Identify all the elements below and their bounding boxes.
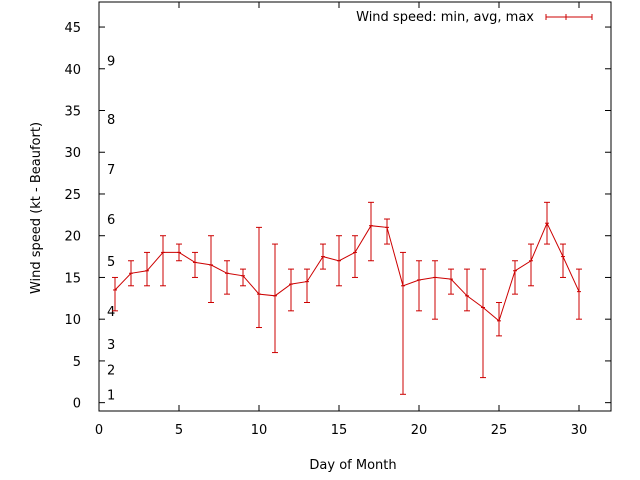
x-tick-label: 5 [175, 423, 183, 438]
beaufort-label: 7 [107, 163, 115, 178]
y-tick-label: 45 [64, 21, 81, 36]
x-tick-label: 30 [571, 423, 588, 438]
y-tick-label: 5 [73, 355, 81, 370]
beaufort-label: 2 [107, 363, 115, 378]
y-axis-title: Wind speed (kt - Beaufort) [29, 122, 44, 294]
beaufort-label: 1 [107, 388, 115, 403]
x-tick-label: 15 [331, 423, 348, 438]
beaufort-label: 5 [107, 255, 115, 270]
plot-border [98, 1, 612, 412]
y-tick-label: 40 [64, 63, 81, 78]
y-tick-label: 35 [64, 105, 81, 120]
beaufort-label: 6 [107, 213, 115, 228]
y-tick-label: 20 [64, 230, 81, 245]
y-tick-label: 0 [73, 397, 81, 412]
x-tick-label: 10 [251, 423, 268, 438]
y-tick-label: 25 [64, 188, 81, 203]
y-tick-label: 10 [64, 313, 81, 328]
x-tick-label: 20 [411, 423, 428, 438]
x-tick-label: 25 [491, 423, 508, 438]
x-axis-title: Day of Month [309, 458, 396, 473]
y-tick-label: 15 [64, 271, 81, 286]
series-line [114, 221, 580, 322]
beaufort-label: 4 [107, 305, 115, 320]
beaufort-label: 3 [107, 338, 115, 353]
legend-label: Wind speed: min, avg, max [356, 10, 534, 25]
x-tick-label: 0 [95, 423, 103, 438]
beaufort-label: 9 [107, 54, 115, 69]
beaufort-label: 8 [107, 113, 115, 128]
y-tick-label: 30 [64, 146, 81, 161]
